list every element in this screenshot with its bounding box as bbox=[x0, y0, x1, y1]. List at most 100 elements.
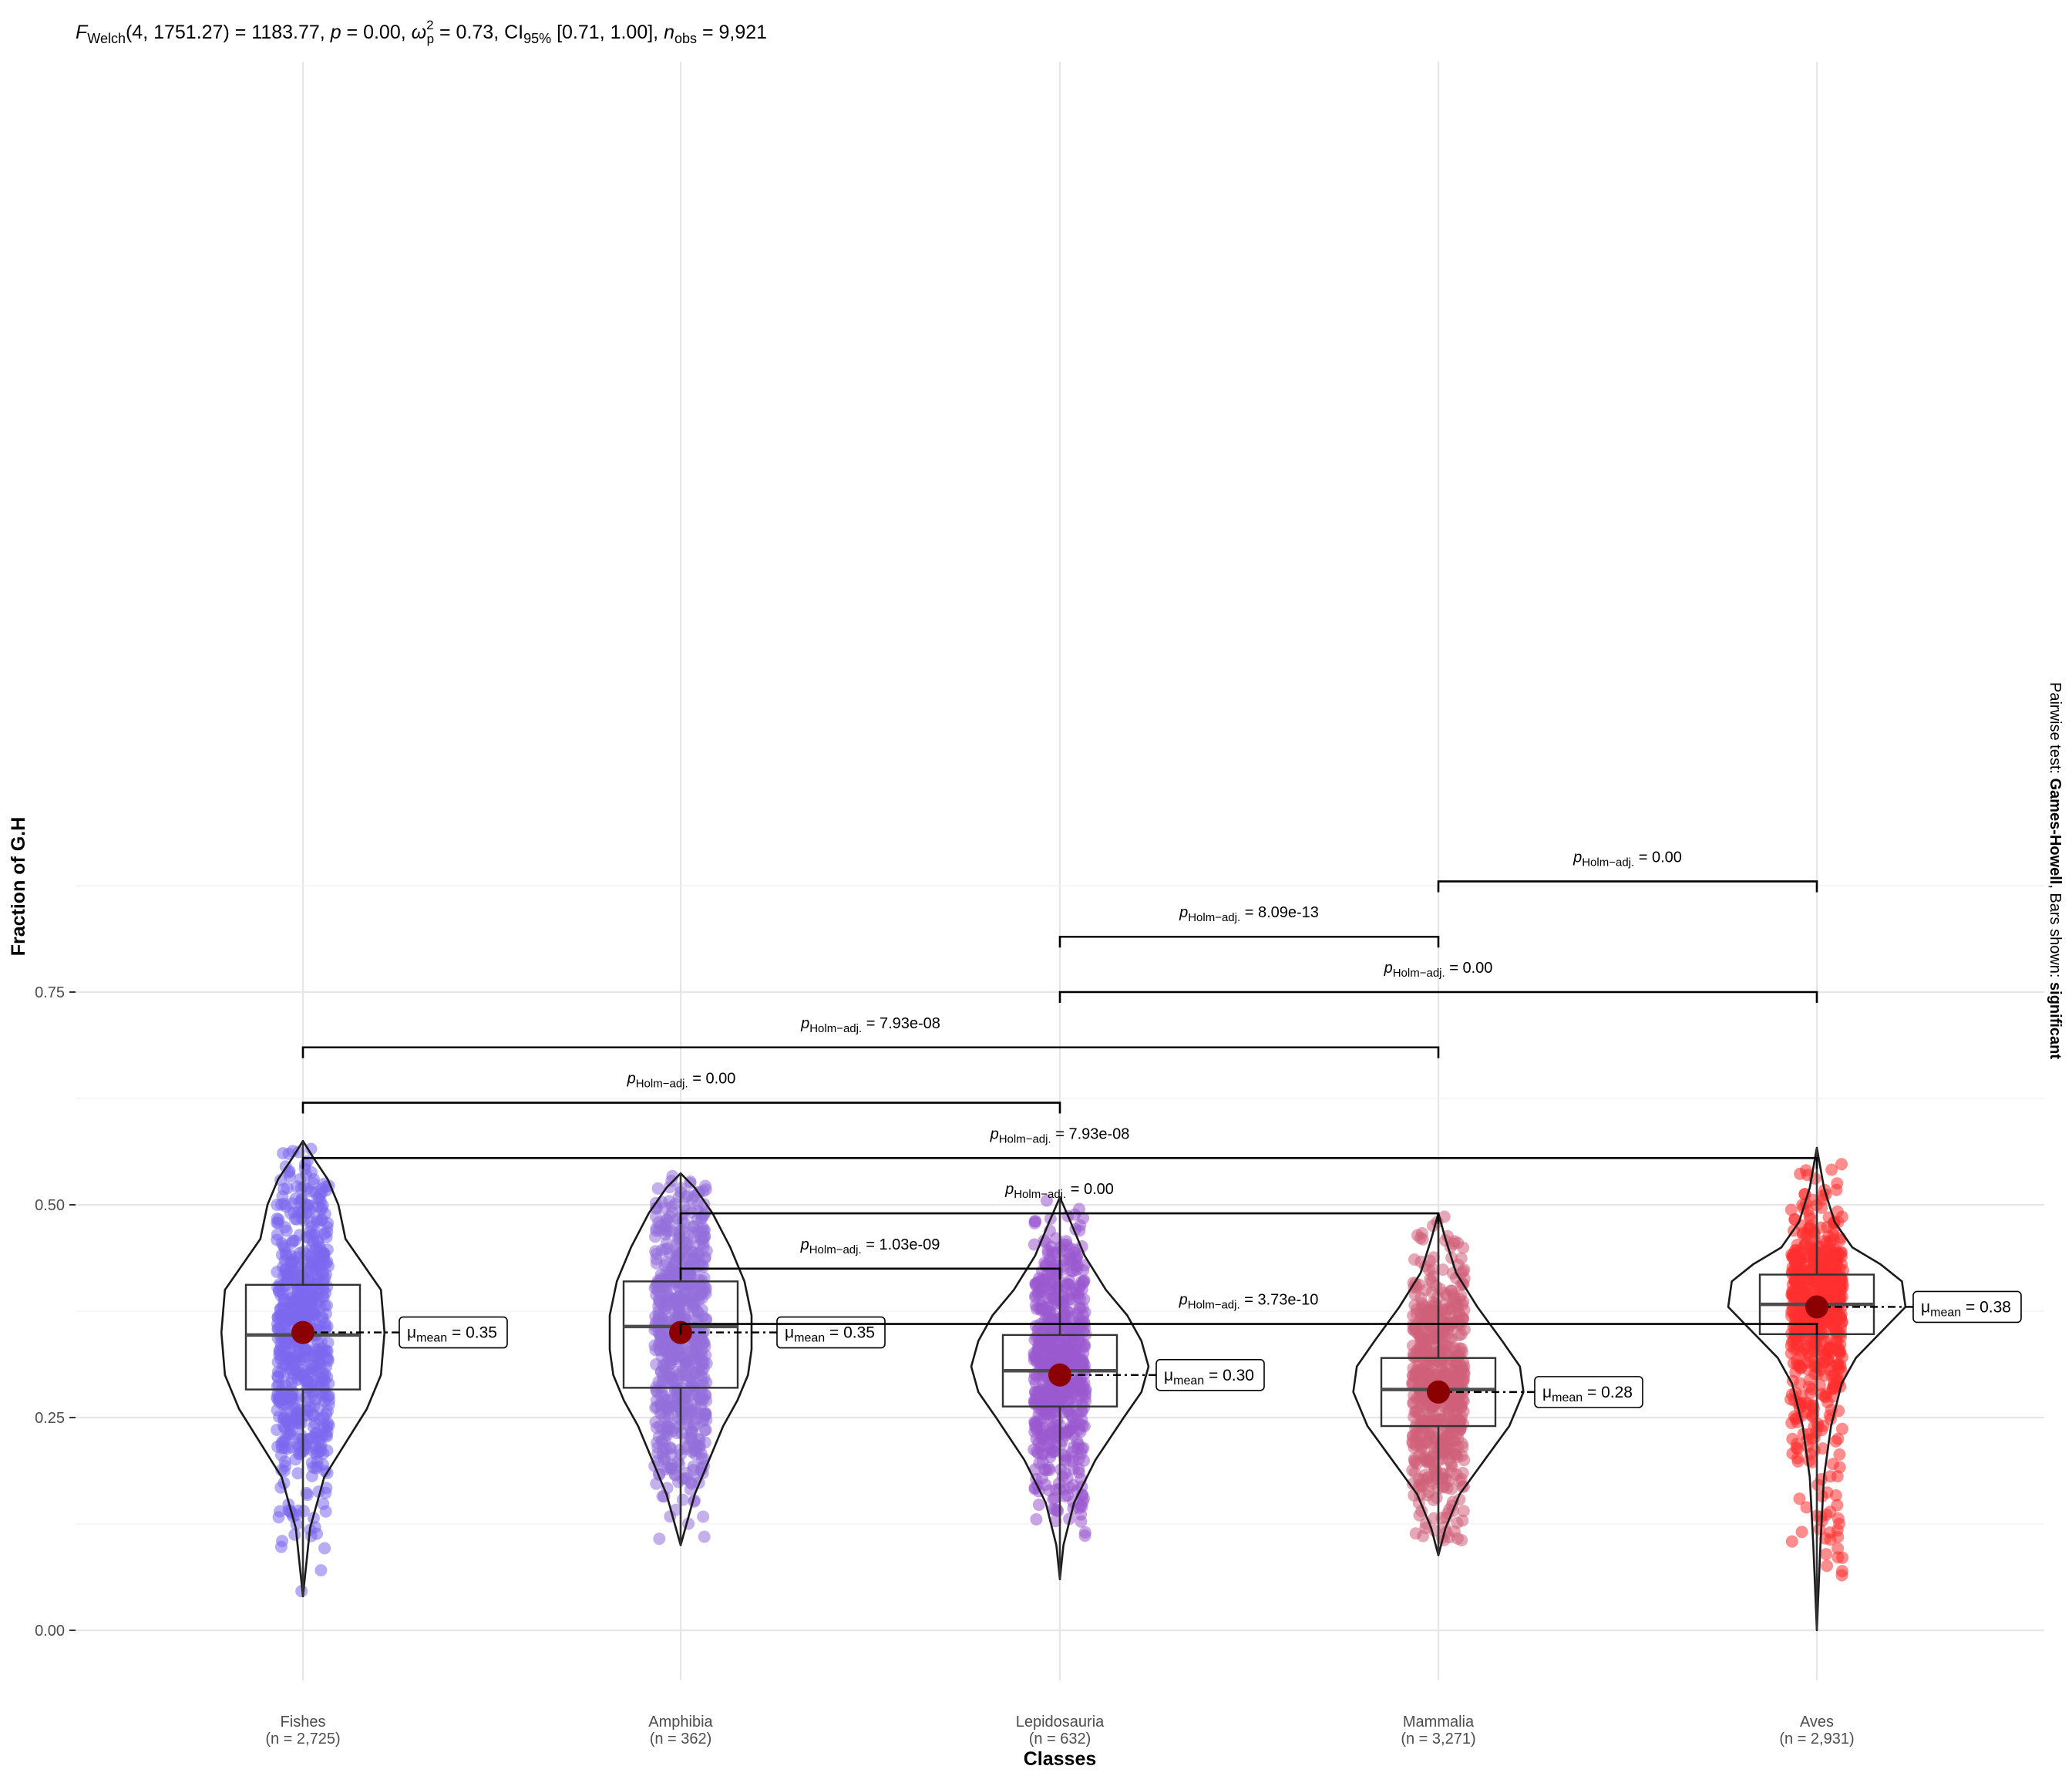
data-point bbox=[1422, 1263, 1435, 1276]
data-point bbox=[294, 1172, 307, 1186]
data-point bbox=[1429, 1344, 1442, 1357]
data-point bbox=[321, 1417, 335, 1430]
data-point bbox=[307, 1408, 320, 1421]
data-point bbox=[1451, 1395, 1464, 1408]
data-point bbox=[1430, 1280, 1442, 1293]
data-point bbox=[1421, 1488, 1434, 1502]
data-point bbox=[1816, 1442, 1829, 1455]
pairwise-caption: Pairwise test: Games-Howell, Bars shown:… bbox=[2047, 682, 2064, 1059]
data-point bbox=[1832, 1248, 1845, 1261]
data-point bbox=[1438, 1317, 1451, 1330]
data-point bbox=[1835, 1422, 1848, 1435]
data-point bbox=[649, 1415, 662, 1428]
data-point bbox=[1451, 1440, 1464, 1453]
data-point bbox=[1414, 1391, 1428, 1404]
data-point bbox=[1800, 1357, 1813, 1369]
box-fishes bbox=[244, 1283, 362, 1391]
data-point bbox=[1048, 1293, 1061, 1307]
data-point bbox=[1427, 1436, 1440, 1449]
data-point bbox=[283, 1305, 296, 1318]
data-point bbox=[1829, 1379, 1842, 1392]
data-point bbox=[1785, 1535, 1798, 1548]
data-point bbox=[314, 1361, 328, 1374]
data-point bbox=[320, 1231, 333, 1243]
data-point bbox=[318, 1394, 331, 1408]
data-point bbox=[1832, 1551, 1845, 1564]
data-point bbox=[1823, 1341, 1836, 1354]
data-point bbox=[669, 1353, 682, 1366]
data-point bbox=[276, 1393, 289, 1406]
data-point bbox=[311, 1460, 324, 1473]
x-tick-label-0: Fishes bbox=[281, 1714, 326, 1731]
mean-label-1: μmean = 0.35 bbox=[785, 1324, 875, 1345]
data-point bbox=[1061, 1489, 1074, 1502]
x-axis-title: Classes bbox=[1024, 1748, 1097, 1770]
mean-point-mammalia bbox=[1427, 1380, 1450, 1404]
data-point bbox=[1408, 1466, 1421, 1479]
data-point bbox=[1821, 1559, 1833, 1572]
data-point bbox=[1078, 1337, 1091, 1350]
data-point bbox=[1442, 1404, 1455, 1418]
data-point bbox=[1795, 1525, 1808, 1539]
data-point bbox=[689, 1448, 702, 1461]
data-point bbox=[679, 1407, 692, 1420]
data-point bbox=[1030, 1445, 1043, 1458]
data-point bbox=[1457, 1505, 1470, 1518]
data-point bbox=[1058, 1318, 1071, 1331]
data-point bbox=[279, 1459, 292, 1472]
data-point bbox=[1818, 1369, 1832, 1382]
data-point bbox=[1812, 1357, 1825, 1371]
data-point bbox=[1076, 1301, 1089, 1314]
data-point bbox=[1077, 1212, 1090, 1225]
data-point bbox=[1028, 1420, 1041, 1433]
data-point bbox=[271, 1440, 284, 1453]
data-point bbox=[691, 1304, 704, 1317]
data-point bbox=[672, 1475, 684, 1488]
data-point bbox=[1820, 1245, 1833, 1258]
box-amphibia bbox=[622, 1280, 739, 1389]
data-point bbox=[1030, 1513, 1043, 1525]
data-point bbox=[661, 1421, 674, 1434]
data-point bbox=[1835, 1565, 1848, 1578]
x-tick-count-0: (n = 2,725) bbox=[265, 1731, 340, 1747]
data-point bbox=[1830, 1183, 1843, 1196]
data-point bbox=[1414, 1366, 1427, 1379]
data-point bbox=[1820, 1548, 1833, 1561]
means: μmean = 0.35 μmean = 0.35 μmean = 0.30 μmea… bbox=[291, 1290, 2022, 1408]
data-point bbox=[651, 1386, 664, 1398]
data-point bbox=[1794, 1377, 1807, 1390]
data-point bbox=[653, 1532, 666, 1546]
data-point bbox=[1065, 1286, 1078, 1299]
mean-label-0: μmean = 0.35 bbox=[407, 1324, 497, 1345]
data-point bbox=[1041, 1336, 1054, 1349]
data-point bbox=[1812, 1260, 1825, 1273]
data-point bbox=[1032, 1301, 1045, 1314]
data-point bbox=[675, 1389, 688, 1402]
data-point bbox=[657, 1359, 670, 1372]
data-point bbox=[310, 1226, 323, 1239]
data-point bbox=[1829, 1489, 1842, 1502]
data-point bbox=[1818, 1285, 1831, 1298]
data-point bbox=[1445, 1458, 1458, 1471]
data-point bbox=[651, 1314, 664, 1327]
mean-label-box-0 bbox=[399, 1316, 508, 1349]
data-point bbox=[684, 1476, 698, 1489]
data-point bbox=[1789, 1290, 1802, 1303]
data-point bbox=[1447, 1288, 1460, 1301]
x-tick-count-3: (n = 3,271) bbox=[1401, 1731, 1475, 1747]
data-point bbox=[1799, 1257, 1812, 1270]
data-point bbox=[1061, 1472, 1074, 1485]
data-point bbox=[274, 1540, 288, 1553]
mean-point-fishes bbox=[291, 1320, 314, 1344]
data-point bbox=[1436, 1263, 1449, 1276]
data-point bbox=[302, 1394, 315, 1408]
data-point bbox=[686, 1380, 699, 1392]
data-point bbox=[670, 1307, 682, 1320]
data-point bbox=[1411, 1405, 1424, 1418]
data-point bbox=[659, 1228, 672, 1241]
data-point bbox=[660, 1293, 672, 1307]
data-point bbox=[1043, 1484, 1056, 1497]
data-point bbox=[678, 1234, 690, 1247]
data-point bbox=[1037, 1353, 1050, 1366]
